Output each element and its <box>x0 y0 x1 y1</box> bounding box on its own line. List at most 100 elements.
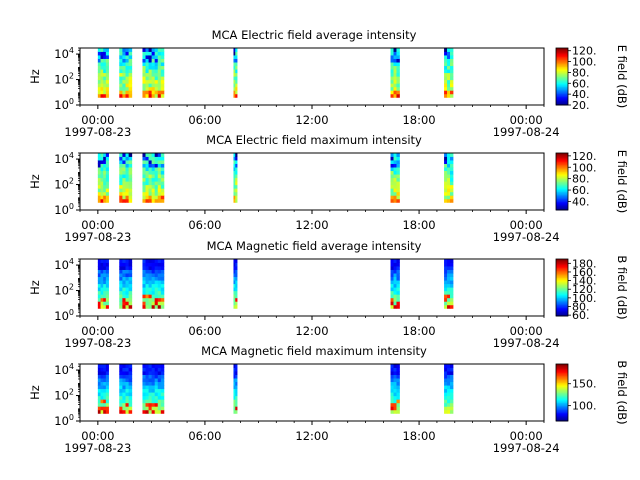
heatmap-cell <box>142 276 146 281</box>
heatmap-cell <box>393 65 397 70</box>
heatmap-cell <box>157 163 162 168</box>
colorbar-segment <box>556 76 568 79</box>
heatmap-cell <box>233 409 236 414</box>
heatmap-cell <box>100 58 104 63</box>
heatmap-cell <box>160 153 165 157</box>
heatmap-cell <box>142 156 146 161</box>
heatmap-cell <box>154 170 159 175</box>
colorbar-segment <box>556 314 568 317</box>
heatmap-cell <box>103 55 107 59</box>
heatmap-cell <box>160 62 165 67</box>
heatmap-cell <box>142 259 146 263</box>
heatmap-cell <box>393 72 397 77</box>
heatmap-cell <box>447 273 451 278</box>
heatmap-cell <box>125 364 130 368</box>
colorbar-segment <box>556 396 568 399</box>
colorbar-segment <box>556 264 568 267</box>
colorbar-segment <box>556 90 568 93</box>
heatmap-cell <box>157 79 162 84</box>
x-tick-label: 00:00 <box>510 429 543 443</box>
heatmap-cell <box>393 294 397 299</box>
heatmap-cell <box>103 371 107 375</box>
colorbar-segment <box>556 99 568 102</box>
heatmap-cell <box>148 395 153 400</box>
heatmap-cell <box>148 62 153 67</box>
heatmap-cell <box>128 188 133 193</box>
heatmap-cell <box>233 301 236 306</box>
heatmap-cell <box>128 406 133 411</box>
heatmap-cell <box>125 72 130 77</box>
heatmap-cell <box>100 55 104 59</box>
heatmap-cell <box>142 262 146 267</box>
heatmap-cell <box>100 399 104 404</box>
heatmap-cell <box>103 283 107 288</box>
heatmap-cell <box>154 79 159 84</box>
heatmap-cell <box>444 69 448 74</box>
heatmap-cell <box>160 402 165 407</box>
heatmap-cell <box>396 83 400 88</box>
heatmap-cell <box>444 58 448 63</box>
heatmap-cell <box>157 392 162 397</box>
colorbar-segment <box>556 164 568 167</box>
heatmap-cell <box>154 188 159 193</box>
heatmap-cell <box>151 181 156 186</box>
heatmap-cell <box>145 156 149 161</box>
heatmap-cell <box>390 297 394 302</box>
heatmap-cell <box>97 160 101 164</box>
heatmap-cell <box>444 163 448 168</box>
heatmap-cell <box>100 280 104 285</box>
heatmap-cell <box>125 287 130 292</box>
heatmap-cell <box>128 395 133 400</box>
heatmap-cell <box>235 160 238 164</box>
heatmap-cell <box>444 367 448 372</box>
heatmap-cell <box>100 273 104 278</box>
heatmap-cell <box>235 188 238 193</box>
heatmap-cell <box>105 371 109 375</box>
heatmap-cell <box>97 262 101 267</box>
heatmap-cell <box>157 160 162 164</box>
heatmap-cell <box>100 51 104 56</box>
heatmap-cell <box>128 287 133 292</box>
heatmap-cell <box>119 371 123 375</box>
heatmap-cell <box>396 273 400 278</box>
heatmap-cell <box>145 174 149 179</box>
heatmap-cell <box>122 287 126 292</box>
heatmap-cell <box>444 402 448 407</box>
heatmap-cell <box>154 385 159 390</box>
colorbar-segment <box>556 56 568 59</box>
colorbar-segment <box>556 259 568 261</box>
x-tick-label: 00:00 <box>81 429 114 443</box>
heatmap-cell <box>142 399 146 404</box>
heatmap-cell <box>393 48 397 52</box>
heatmap-cell <box>235 294 238 299</box>
heatmap-cell <box>160 367 165 372</box>
colorbar-segment <box>556 368 568 371</box>
heatmap-cell <box>142 167 146 172</box>
heatmap-cell <box>105 367 109 372</box>
heatmap-cell <box>100 262 104 267</box>
heatmap-cell <box>125 374 130 379</box>
heatmap-cell <box>145 79 149 84</box>
heatmap-cell <box>97 83 101 88</box>
heatmap-cell <box>142 374 146 379</box>
heatmap-cell <box>119 163 123 168</box>
heatmap-cell <box>97 409 101 414</box>
x-tick-label: 18:00 <box>402 218 435 232</box>
heatmap-cell <box>396 184 400 189</box>
heatmap-cell <box>396 259 400 263</box>
heatmap-cell <box>450 184 454 189</box>
heatmap-cell <box>142 93 146 98</box>
heatmap-cell <box>393 388 397 393</box>
y-tick-label: 104 <box>54 257 74 272</box>
heatmap-cell <box>148 276 153 281</box>
heatmap-cell <box>233 392 236 397</box>
heatmap-cell <box>444 198 448 203</box>
heatmap-cell <box>154 259 159 263</box>
heatmap-cell <box>447 406 451 411</box>
heatmap-cell <box>235 266 238 270</box>
colorbar-segment <box>556 281 568 284</box>
heatmap-cell <box>105 55 109 59</box>
heatmap-cell <box>447 195 451 200</box>
heatmap-cell <box>154 195 159 200</box>
heatmap-cell <box>450 167 454 172</box>
